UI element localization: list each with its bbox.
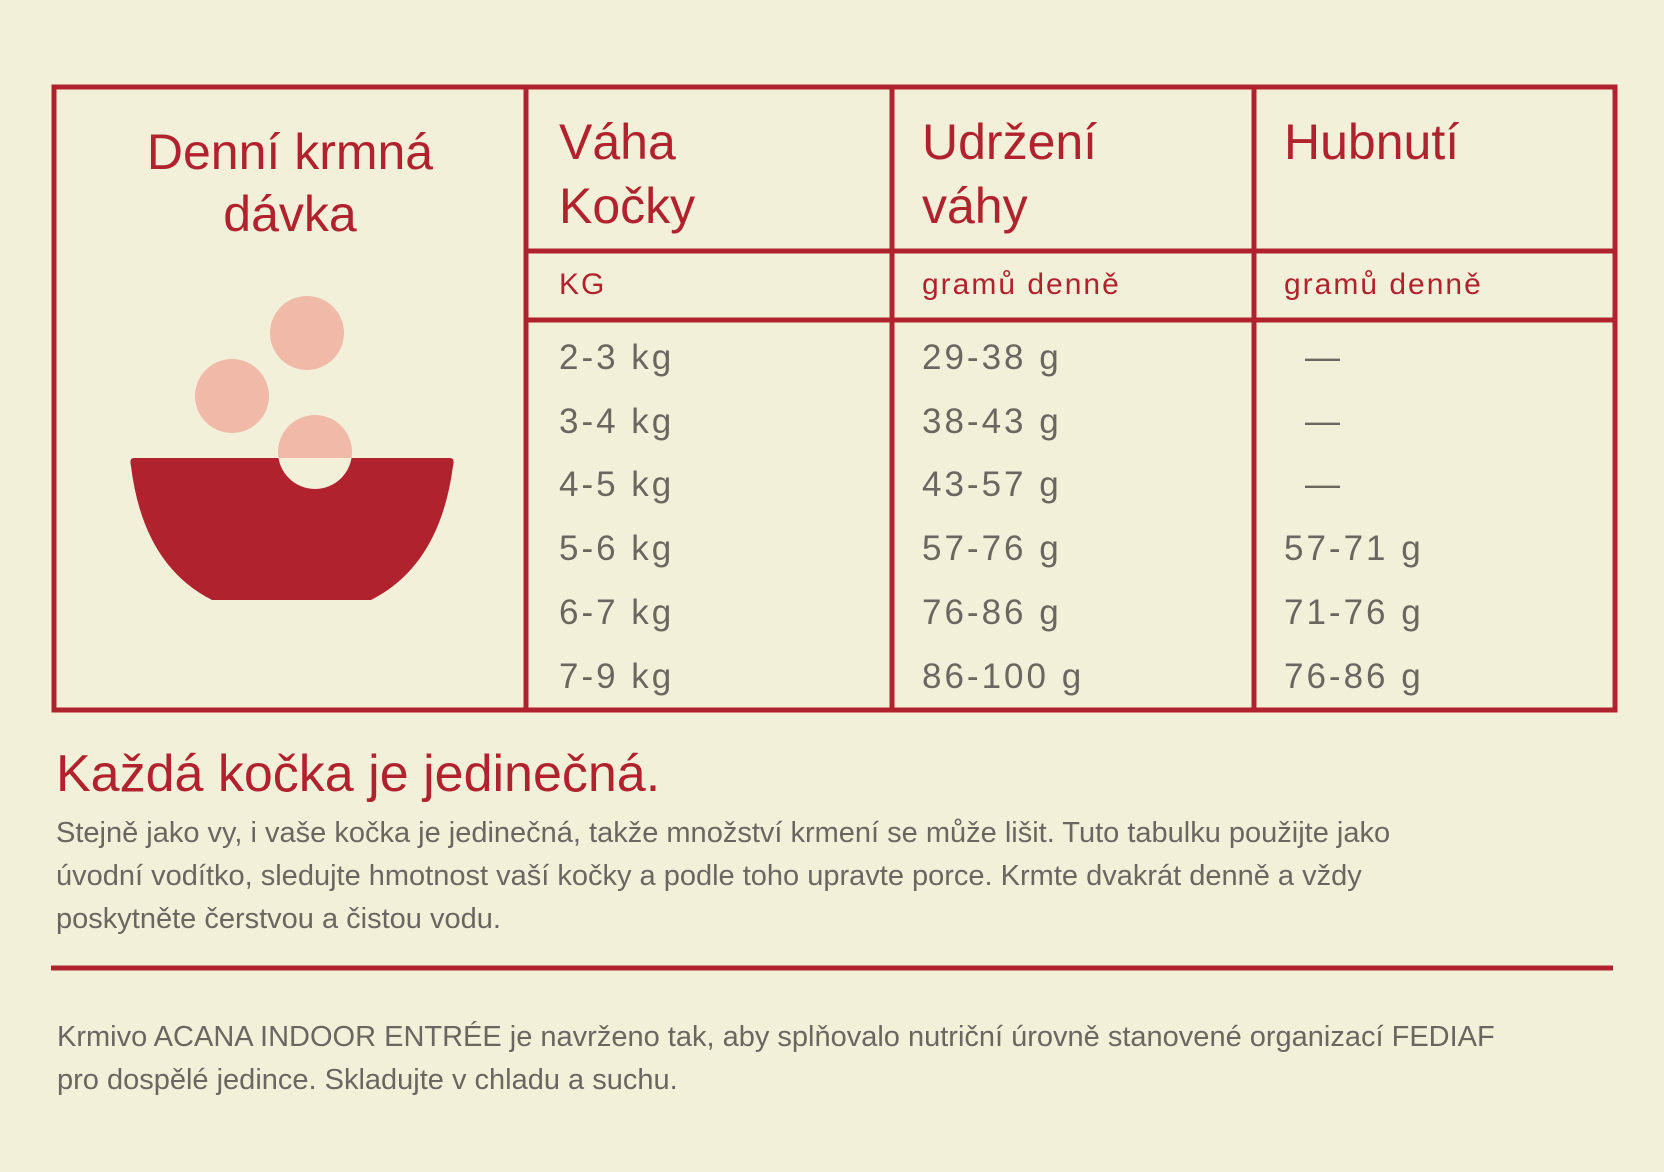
table-cell: 43-57 g: [922, 465, 1062, 505]
table-cell: 6-7 kg: [559, 592, 675, 632]
table-cell: 5-6 kg: [559, 529, 675, 569]
table-cell: 29-38 g: [922, 338, 1062, 377]
corner-title: Denní krmná dávka: [146, 124, 434, 242]
column-unit: gramů denně: [922, 268, 1121, 301]
table-cell: —: [1305, 465, 1343, 505]
column-header: Hubnutí: [1284, 114, 1460, 170]
column-unit: KG: [559, 268, 607, 301]
note-line: poskytněte čerstvou a čistou vodu.: [56, 903, 501, 935]
column-unit: gramů denně: [1284, 268, 1483, 301]
note-text: Stejně jako vy, i vaše kočka je jedinečn…: [56, 812, 1390, 941]
table-cell: 86-100 g: [922, 656, 1085, 696]
footer-text: Krmivo ACANA INDOOR ENTRÉE je navrženo t…: [57, 1016, 1495, 1102]
column-header: Váha Kočky: [559, 114, 696, 234]
bowl-icon: [130, 296, 454, 600]
table-cell: 7-9 kg: [559, 656, 675, 696]
table-lines: [51, 84, 1618, 713]
note-line: úvodní vodítko, sledujte hmotnost vaší k…: [56, 860, 1362, 892]
note-title: Každá kočka je jedinečná.: [56, 745, 661, 803]
table-cell: 57-76 g: [922, 529, 1062, 569]
table-cell: 76-86 g: [922, 592, 1062, 632]
table-cell: 71-76 g: [1284, 592, 1424, 632]
table-cell: 3-4 kg: [559, 401, 675, 441]
table-cell: —: [1305, 338, 1343, 377]
note-line: Stejně jako vy, i vaše kočka je jedinečn…: [56, 817, 1391, 849]
footer-line: Krmivo ACANA INDOOR ENTRÉE je navrženo t…: [57, 1021, 1495, 1053]
footer-line: pro dospělé jedince. Skladujte v chladu …: [57, 1064, 678, 1096]
table-cell: 57-71 g: [1284, 529, 1424, 569]
table-cell: 2-3 kg: [559, 338, 675, 377]
column-header: Udržení váhy: [922, 114, 1098, 234]
table-cell: 38-43 g: [922, 401, 1062, 441]
table-cell: 76-86 g: [1284, 656, 1424, 696]
table-cell: 4-5 kg: [559, 465, 675, 505]
table-cell: —: [1305, 401, 1343, 441]
